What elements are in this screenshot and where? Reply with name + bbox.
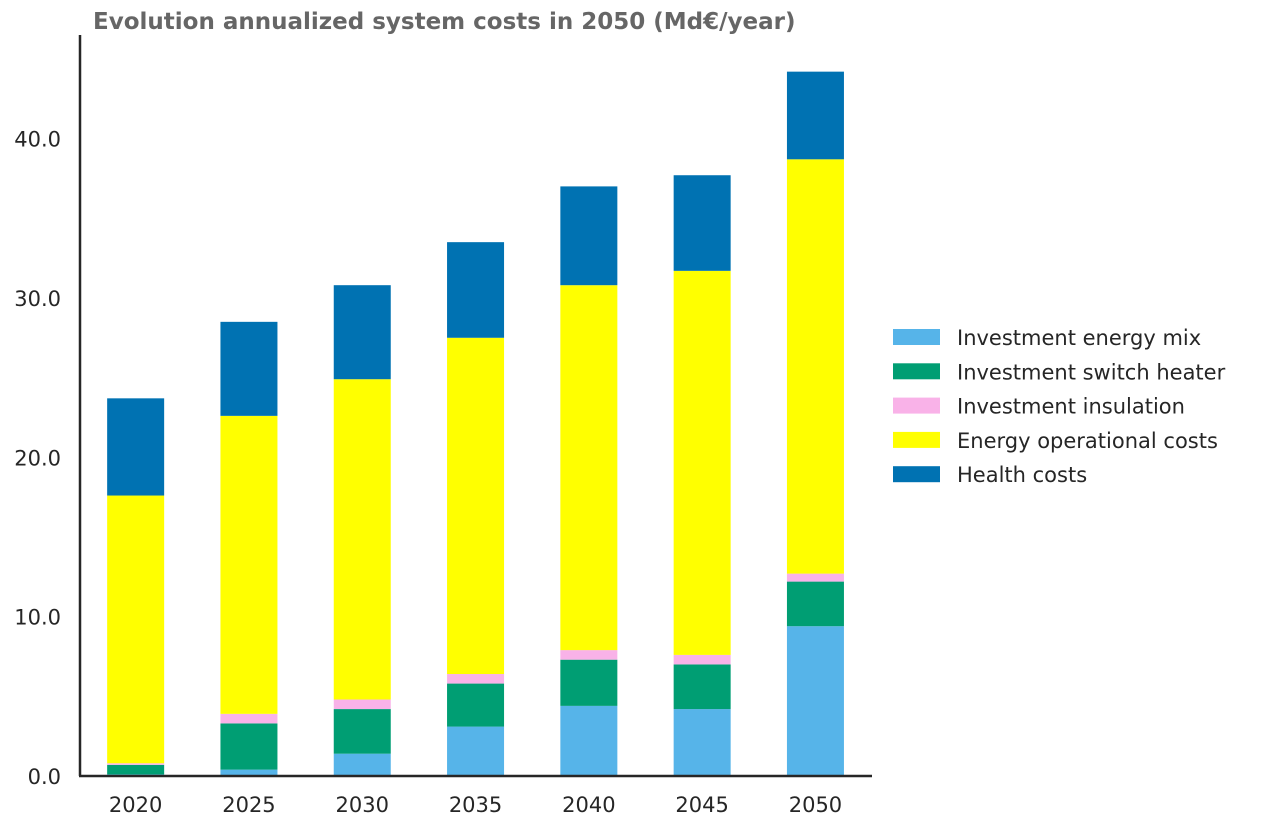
- bar-2050-health-costs: [786, 71, 844, 160]
- legend: Investment energy mix Investment switch h…: [893, 326, 1226, 487]
- bar-2035-investment-insulation: [447, 674, 505, 684]
- chart-title: Evolution annualized system costs in 205…: [93, 9, 796, 35]
- legend-item-health-costs: Health costs: [893, 463, 1087, 487]
- legend-item-investment-switch-heater: Investment switch heater: [893, 360, 1226, 384]
- legend-label: Health costs: [957, 463, 1087, 487]
- x-tick-label: 2035: [449, 793, 502, 817]
- bar-2040-energy-operational-costs: [560, 285, 618, 651]
- bar-2045-energy-operational-costs: [673, 270, 731, 655]
- x-tick-label: 2020: [109, 793, 162, 817]
- legend-item-energy-operational-costs: Energy operational costs: [893, 429, 1218, 453]
- bar-2035-investment-energy-mix: [447, 726, 505, 776]
- x-tick-label: 2045: [675, 793, 728, 817]
- legend-swatch: [893, 466, 940, 483]
- bar-2025-investment-switch-heater: [220, 723, 278, 770]
- x-tick-label: 2040: [562, 793, 615, 817]
- bar-2020-investment-insulation: [107, 763, 165, 765]
- bar-2050-energy-operational-costs: [786, 159, 844, 574]
- y-tick-labels: 0.0 10.0 20.0 30.0 40.0: [14, 128, 61, 789]
- bar-2040-investment-switch-heater: [560, 659, 618, 706]
- bar-2020-health-costs: [107, 398, 165, 496]
- legend-label: Investment insulation: [957, 395, 1185, 419]
- bar-2020-energy-operational-costs: [107, 495, 165, 764]
- bar-2030-investment-insulation: [333, 699, 391, 710]
- bar-2050-investment-insulation: [786, 573, 844, 582]
- bars-group: [107, 71, 844, 776]
- bar-2020-investment-switch-heater: [107, 764, 165, 775]
- bar-2030-investment-switch-heater: [333, 709, 391, 754]
- y-tick-label: 30.0: [14, 287, 61, 311]
- bar-2035-energy-operational-costs: [447, 337, 505, 675]
- legend-swatch: [893, 431, 940, 448]
- bar-2040-health-costs: [560, 186, 618, 286]
- legend-label: Investment switch heater: [957, 360, 1226, 384]
- legend-item-investment-energy-mix: Investment energy mix: [893, 326, 1201, 350]
- bar-2040-investment-energy-mix: [560, 705, 618, 776]
- bar-2045-health-costs: [673, 175, 731, 271]
- bar-2030-health-costs: [333, 285, 391, 380]
- legend-label: Investment energy mix: [957, 326, 1201, 350]
- bar-2030-energy-operational-costs: [333, 379, 391, 700]
- bar-2025-investment-energy-mix: [220, 769, 278, 776]
- bar-2045-investment-insulation: [673, 654, 731, 665]
- bar-2050-investment-energy-mix: [786, 626, 844, 776]
- x-tick-label: 2030: [336, 793, 389, 817]
- legend-swatch: [893, 363, 940, 380]
- y-tick-label: 10.0: [14, 606, 61, 630]
- bar-2035-health-costs: [447, 242, 505, 338]
- legend-swatch: [893, 397, 940, 414]
- bar-2045-investment-switch-heater: [673, 664, 731, 710]
- x-tick-label: 2025: [222, 793, 275, 817]
- legend-swatch: [893, 329, 940, 345]
- x-tick-label: 2050: [789, 793, 842, 817]
- bar-2045-investment-energy-mix: [673, 709, 731, 776]
- bar-2035-investment-switch-heater: [447, 683, 505, 727]
- bar-2025-investment-insulation: [220, 713, 278, 724]
- y-tick-label: 20.0: [14, 446, 61, 470]
- legend-label: Energy operational costs: [957, 429, 1218, 453]
- y-tick-label: 40.0: [14, 128, 61, 152]
- bar-2050-investment-switch-heater: [786, 581, 844, 627]
- bar-2040-investment-insulation: [560, 650, 618, 660]
- bar-2025-health-costs: [220, 321, 278, 416]
- x-tick-labels: 2020 2025 2030 2035 2040 2045 2050: [109, 793, 842, 817]
- legend-item-investment-insulation: Investment insulation: [893, 395, 1185, 419]
- bar-2025-energy-operational-costs: [220, 415, 278, 714]
- bar-2030-investment-energy-mix: [333, 753, 391, 776]
- y-tick-label: 0.0: [28, 765, 61, 789]
